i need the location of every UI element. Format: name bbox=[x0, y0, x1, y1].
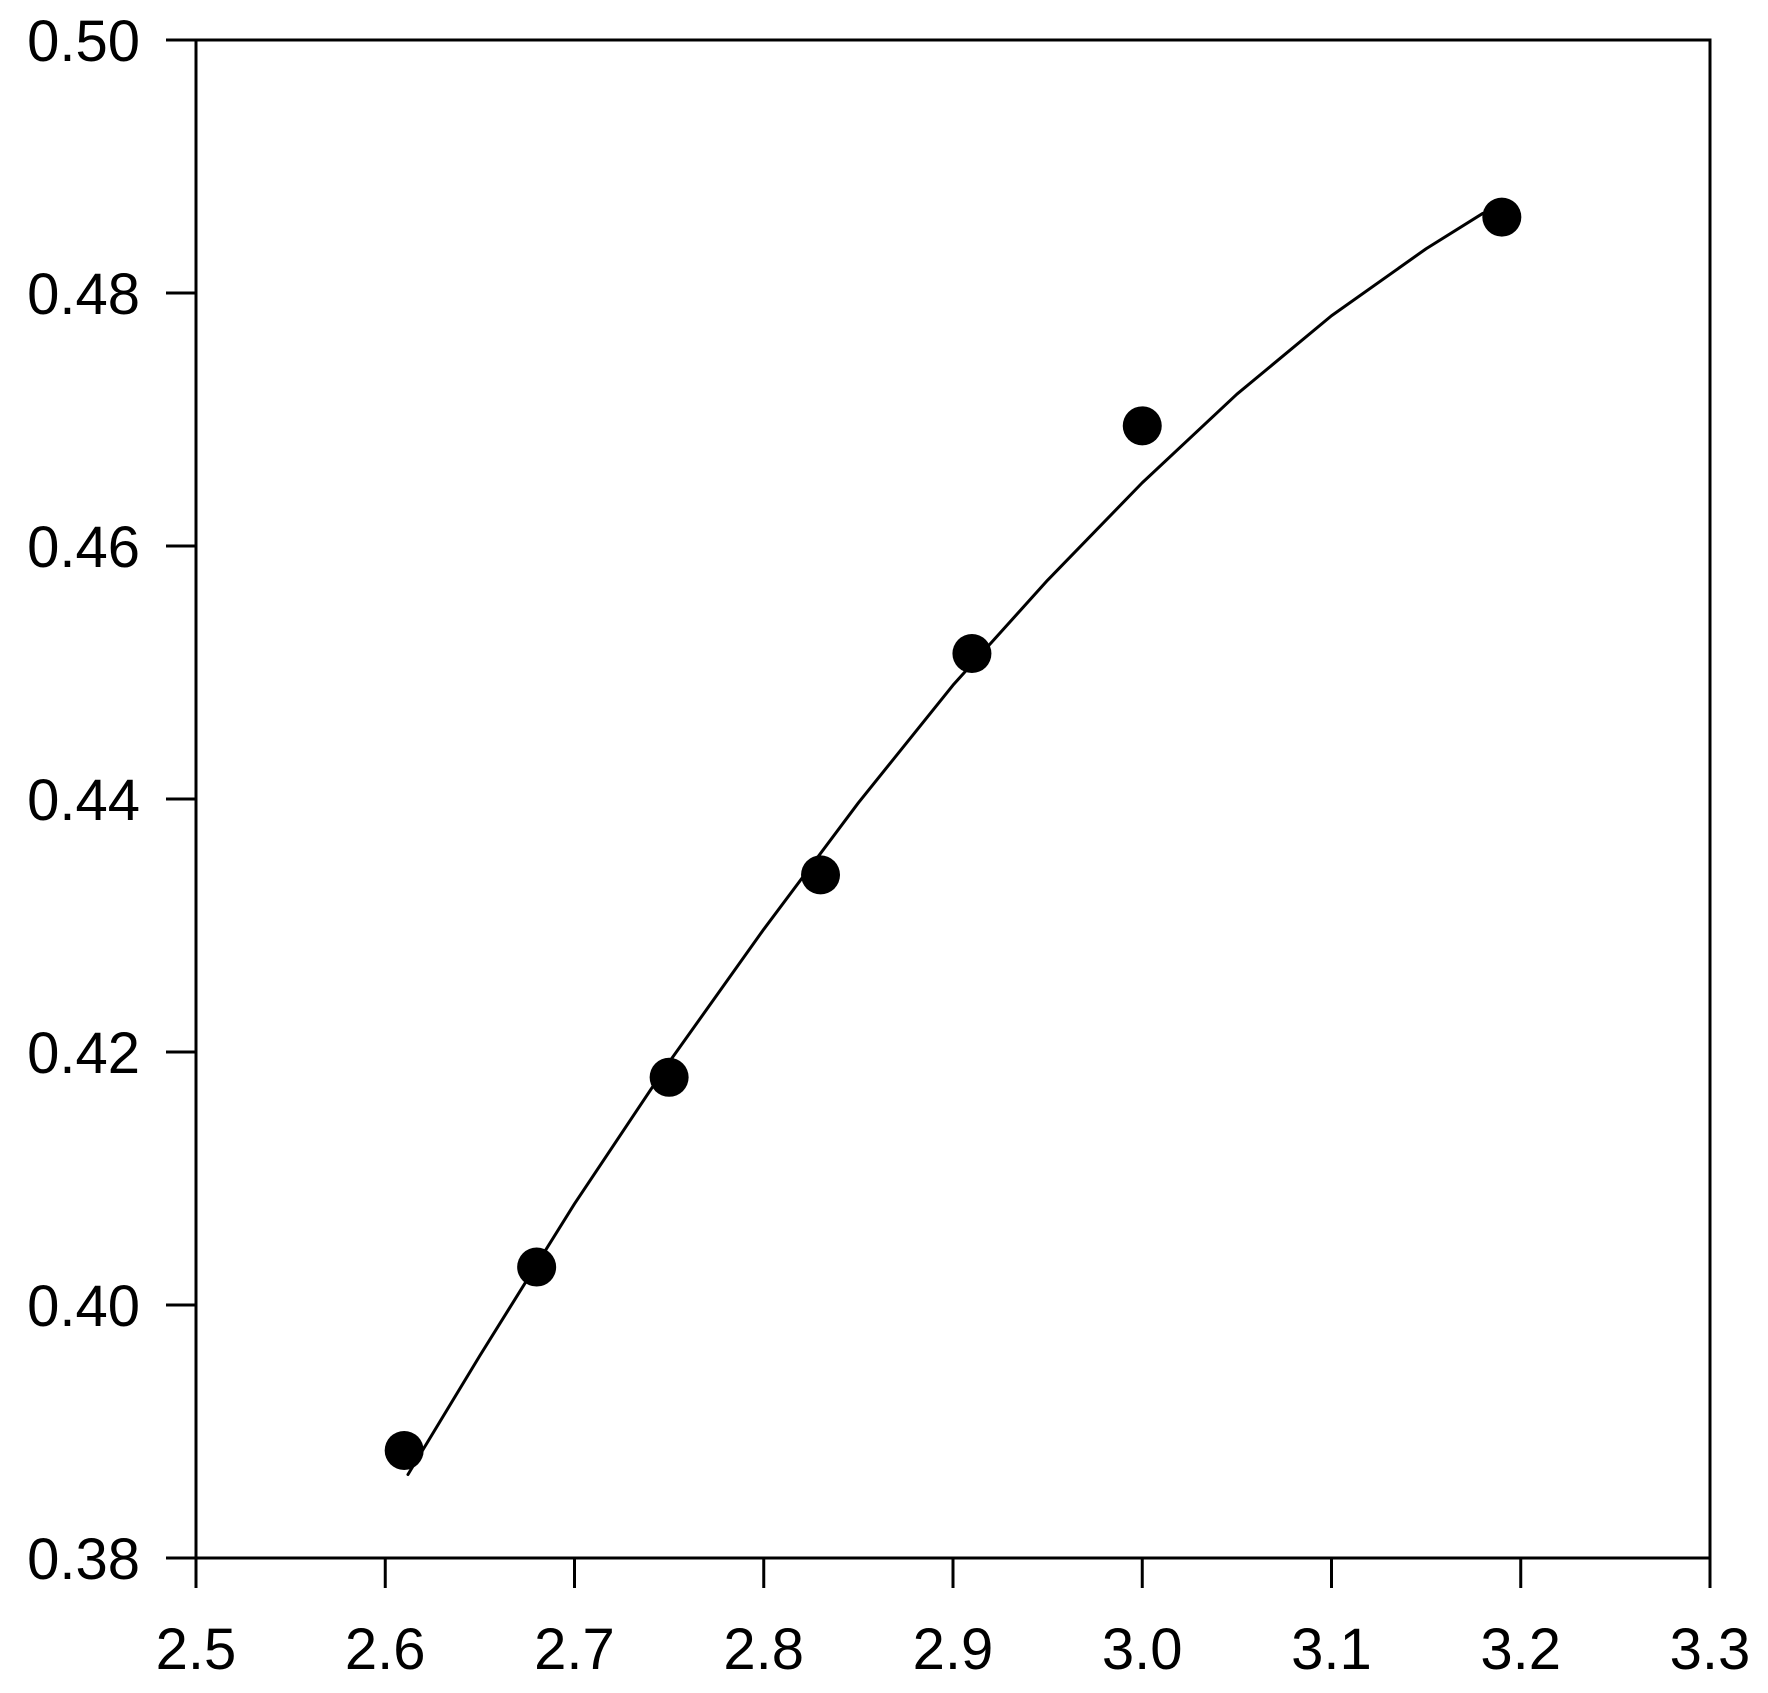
data-point bbox=[1482, 197, 1522, 237]
x-axis-tick-label: 2.6 bbox=[345, 1617, 426, 1682]
x-axis-tick-label: 3.0 bbox=[1102, 1617, 1183, 1682]
x-axis-tick-label: 2.9 bbox=[913, 1617, 994, 1682]
y-axis-tick-label: 0.44 bbox=[27, 768, 140, 833]
data-point bbox=[952, 634, 992, 674]
data-point bbox=[801, 855, 841, 895]
data-point bbox=[384, 1430, 424, 1470]
data-point bbox=[1122, 406, 1162, 446]
x-axis-tick-label: 2.8 bbox=[723, 1617, 804, 1682]
y-axis-tick-label: 0.48 bbox=[27, 262, 140, 327]
plot-frame bbox=[194, 38, 1712, 1560]
data-point bbox=[649, 1057, 689, 1097]
y-axis-tick-label: 0.46 bbox=[27, 515, 140, 580]
y-axis-tick-label: 0.40 bbox=[27, 1274, 140, 1339]
y-axis-tick-label: 0.38 bbox=[27, 1527, 140, 1592]
x-axis-tick-label: 3.1 bbox=[1291, 1617, 1372, 1682]
x-axis-tick-label: 3.2 bbox=[1480, 1617, 1561, 1682]
fit-curve bbox=[406, 211, 1485, 1477]
data-point bbox=[517, 1247, 557, 1287]
y-axis-tick-label: 0.50 bbox=[27, 9, 140, 74]
x-axis-tick-label: 3.3 bbox=[1670, 1617, 1751, 1682]
x-axis-tick-label: 2.5 bbox=[156, 1617, 237, 1682]
x-axis-tick-label: 2.7 bbox=[534, 1617, 615, 1682]
y-axis-tick-label: 0.42 bbox=[27, 1021, 140, 1086]
